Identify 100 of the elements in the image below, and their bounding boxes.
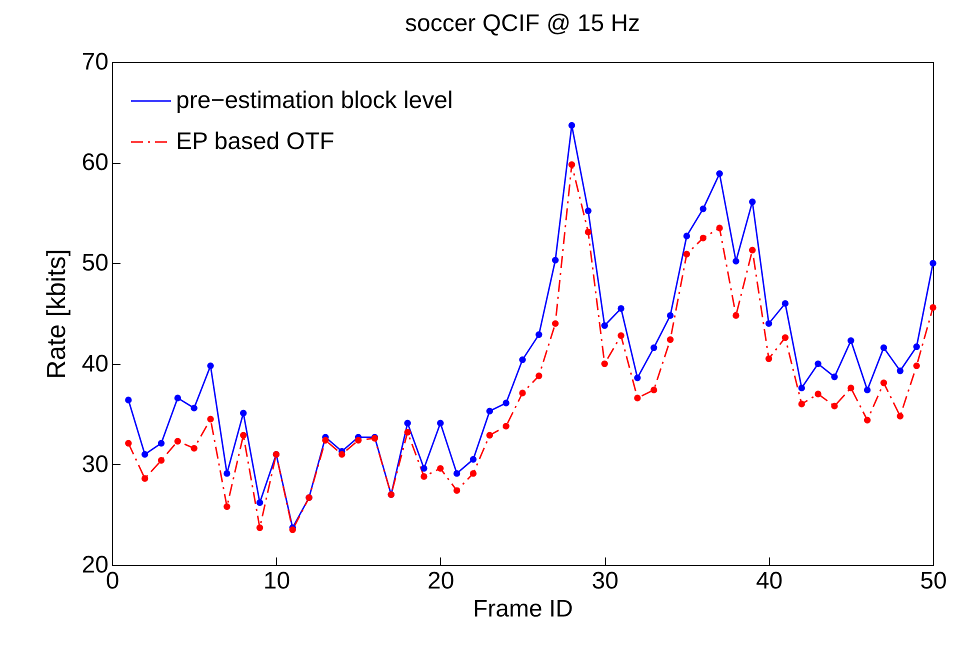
point	[683, 250, 690, 258]
point	[618, 305, 624, 312]
point	[240, 410, 247, 416]
point	[831, 402, 838, 410]
point	[864, 416, 871, 424]
point	[486, 408, 494, 414]
y-tick-label: 60	[82, 149, 108, 176]
point	[880, 380, 888, 386]
point	[700, 206, 706, 212]
point	[453, 487, 460, 494]
legend-label: EP based OTF	[176, 128, 334, 155]
point	[256, 524, 264, 532]
x-tick-label: 20	[428, 568, 454, 594]
point	[224, 503, 230, 510]
point	[224, 470, 230, 477]
point	[338, 450, 346, 458]
point	[650, 386, 658, 394]
point	[798, 384, 805, 392]
point	[864, 386, 871, 394]
point	[650, 344, 658, 352]
point	[880, 344, 888, 352]
point	[930, 304, 936, 311]
point	[765, 355, 772, 362]
point	[896, 367, 904, 374]
point	[814, 390, 822, 398]
point	[831, 374, 838, 380]
point	[404, 420, 411, 426]
y-tick-label: 50	[82, 250, 108, 277]
point	[930, 260, 936, 267]
point	[568, 122, 576, 129]
x-axis-title: Frame ID	[472, 596, 574, 622]
point	[519, 390, 526, 396]
x-tick-label: 50	[920, 568, 947, 594]
point	[913, 362, 920, 370]
point	[470, 456, 477, 463]
point	[683, 232, 690, 240]
point	[765, 320, 772, 327]
point	[716, 224, 723, 232]
point	[848, 337, 854, 344]
point	[896, 412, 904, 420]
point	[486, 432, 494, 439]
point	[125, 440, 132, 447]
y-tick-label: 30	[82, 450, 108, 478]
y-axis-title: Rate [kbits]	[40, 248, 71, 380]
point	[584, 208, 592, 214]
point	[420, 465, 428, 472]
point	[453, 470, 460, 477]
point	[552, 256, 559, 264]
point	[502, 422, 510, 430]
point	[634, 394, 641, 402]
x-tick-label: 10	[263, 568, 290, 594]
point	[782, 334, 789, 341]
point	[470, 470, 477, 477]
x-tick-label: 30	[592, 568, 618, 594]
point	[420, 473, 428, 480]
point	[634, 374, 641, 382]
point	[141, 450, 148, 458]
point	[552, 320, 559, 327]
point	[519, 356, 526, 364]
point	[601, 322, 608, 329]
point	[158, 440, 165, 447]
y-tick-label: 40	[82, 350, 108, 378]
point	[125, 396, 132, 404]
point	[190, 404, 198, 412]
point	[256, 499, 264, 506]
point	[240, 432, 247, 439]
point	[141, 475, 148, 482]
point	[749, 198, 756, 206]
point	[158, 457, 165, 464]
point	[700, 234, 706, 242]
x-tick-label: 40	[756, 568, 783, 594]
point	[190, 444, 198, 452]
point	[536, 331, 542, 338]
point	[568, 161, 576, 168]
point	[322, 436, 329, 444]
point	[666, 336, 674, 344]
point	[536, 372, 542, 380]
point	[584, 228, 592, 236]
point	[798, 400, 805, 408]
point	[207, 362, 214, 370]
point	[404, 428, 411, 436]
legend-label: pre−estimation block level	[176, 87, 453, 114]
chart-title: soccer QCIF @ 15 Hz	[404, 10, 640, 37]
point	[437, 465, 444, 472]
y-tick-label: 70	[82, 48, 108, 76]
point	[749, 246, 756, 254]
point	[666, 312, 674, 319]
point	[174, 438, 182, 445]
point	[732, 258, 740, 265]
point	[716, 170, 723, 178]
point	[601, 360, 608, 368]
point	[814, 360, 822, 368]
point	[174, 394, 182, 402]
point	[782, 300, 789, 307]
point	[207, 416, 214, 422]
point	[848, 384, 854, 392]
point	[437, 420, 444, 426]
point	[732, 312, 740, 319]
point	[913, 343, 920, 350]
point	[354, 436, 362, 444]
